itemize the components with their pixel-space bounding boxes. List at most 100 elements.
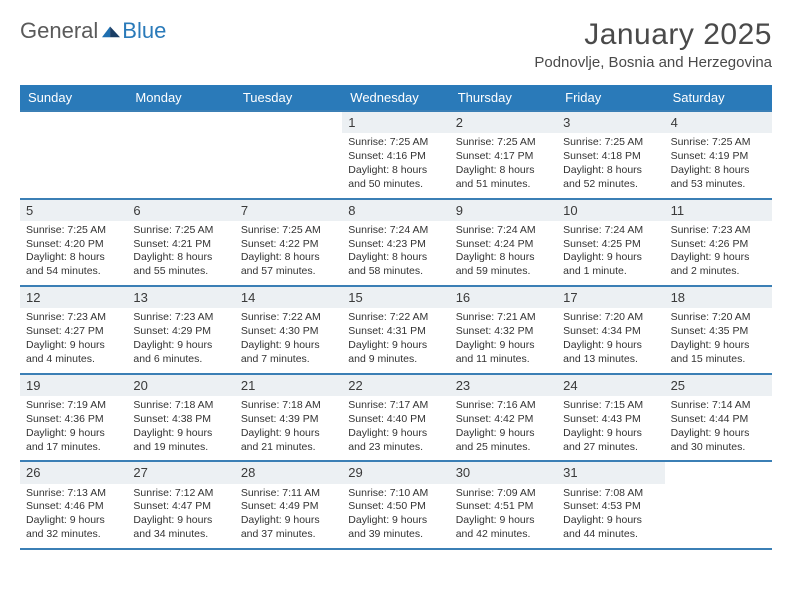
dayname-cell: Sunday (20, 85, 127, 110)
calendar-day: 13Sunrise: 7:23 AMSunset: 4:29 PMDayligh… (127, 287, 234, 373)
sunrise-line: Sunrise: 7:21 AM (456, 311, 551, 325)
sunset-line: Sunset: 4:27 PM (26, 325, 121, 339)
sunset-line: Sunset: 4:24 PM (456, 238, 551, 252)
day-number: 13 (127, 287, 234, 308)
calendar-day: 17Sunrise: 7:20 AMSunset: 4:34 PMDayligh… (557, 287, 664, 373)
daylight-line: Daylight: 9 hours and 42 minutes. (456, 514, 551, 542)
calendar-day: 1Sunrise: 7:25 AMSunset: 4:16 PMDaylight… (342, 112, 449, 198)
day-number: 6 (127, 200, 234, 221)
calendar-day: 23Sunrise: 7:16 AMSunset: 4:42 PMDayligh… (450, 375, 557, 461)
daylight-line: Daylight: 9 hours and 21 minutes. (241, 427, 336, 455)
logo-text-blue: Blue (122, 18, 166, 44)
day-number: 20 (127, 375, 234, 396)
sunset-line: Sunset: 4:53 PM (563, 500, 658, 514)
sunrise-line: Sunrise: 7:25 AM (241, 224, 336, 238)
sunrise-line: Sunrise: 7:11 AM (241, 487, 336, 501)
daylight-line: Daylight: 9 hours and 25 minutes. (456, 427, 551, 455)
sunrise-line: Sunrise: 7:08 AM (563, 487, 658, 501)
calendar-day: 6Sunrise: 7:25 AMSunset: 4:21 PMDaylight… (127, 200, 234, 286)
daylight-line: Daylight: 8 hours and 59 minutes. (456, 251, 551, 279)
day-number: 5 (20, 200, 127, 221)
sunrise-line: Sunrise: 7:25 AM (26, 224, 121, 238)
calendar-day: 8Sunrise: 7:24 AMSunset: 4:23 PMDaylight… (342, 200, 449, 286)
sunrise-line: Sunrise: 7:22 AM (241, 311, 336, 325)
calendar-day: 4Sunrise: 7:25 AMSunset: 4:19 PMDaylight… (665, 112, 772, 198)
daylight-line: Daylight: 9 hours and 9 minutes. (348, 339, 443, 367)
calendar-day: 7 Sunrise: 7:25 AMSunset: 4:22 PMDaylight… (235, 200, 342, 286)
day-number: 9 (450, 200, 557, 221)
daylight-line: Daylight: 8 hours and 52 minutes. (563, 164, 658, 192)
calendar-day-empty (20, 112, 127, 198)
sunset-line: Sunset: 4:30 PM (241, 325, 336, 339)
logo-text-general: General (20, 18, 98, 44)
sunrise-line: Sunrise: 7:25 AM (456, 136, 551, 150)
daylight-line: Daylight: 9 hours and 30 minutes. (671, 427, 766, 455)
calendar-day: 14Sunrise: 7:22 AMSunset: 4:30 PMDayligh… (235, 287, 342, 373)
sunrise-line: Sunrise: 7:18 AM (241, 399, 336, 413)
day-number: 22 (342, 375, 449, 396)
daylight-line: Daylight: 9 hours and 37 minutes. (241, 514, 336, 542)
title-block: January 2025 Podnovlje, Bosnia and Herze… (534, 18, 772, 71)
sunrise-line: Sunrise: 7:12 AM (133, 487, 228, 501)
day-number: 16 (450, 287, 557, 308)
daylight-line: Daylight: 9 hours and 17 minutes. (26, 427, 121, 455)
sunset-line: Sunset: 4:25 PM (563, 238, 658, 252)
dayname-cell: Thursday (450, 85, 557, 110)
sunrise-line: Sunrise: 7:24 AM (456, 224, 551, 238)
calendar-week: 12Sunrise: 7:23 AMSunset: 4:27 PMDayligh… (20, 285, 772, 373)
daylight-line: Daylight: 8 hours and 57 minutes. (241, 251, 336, 279)
day-number: 14 (235, 287, 342, 308)
day-number: 31 (557, 462, 664, 483)
calendar-day: 11Sunrise: 7:23 AMSunset: 4:26 PMDayligh… (665, 200, 772, 286)
day-number: 26 (20, 462, 127, 483)
day-number: 19 (20, 375, 127, 396)
daylight-line: Daylight: 9 hours and 34 minutes. (133, 514, 228, 542)
day-number: 12 (20, 287, 127, 308)
day-number: 3 (557, 112, 664, 133)
month-title: January 2025 (534, 18, 772, 52)
day-number: 15 (342, 287, 449, 308)
sunrise-line: Sunrise: 7:17 AM (348, 399, 443, 413)
calendar-day: 16Sunrise: 7:21 AMSunset: 4:32 PMDayligh… (450, 287, 557, 373)
logo-mark-icon (102, 24, 120, 38)
daylight-line: Daylight: 8 hours and 50 minutes. (348, 164, 443, 192)
sunset-line: Sunset: 4:43 PM (563, 413, 658, 427)
sunset-line: Sunset: 4:31 PM (348, 325, 443, 339)
calendar-day: 10Sunrise: 7:24 AMSunset: 4:25 PMDayligh… (557, 200, 664, 286)
sunrise-line: Sunrise: 7:14 AM (671, 399, 766, 413)
sunrise-line: Sunrise: 7:22 AM (348, 311, 443, 325)
sunrise-line: Sunrise: 7:19 AM (26, 399, 121, 413)
sunset-line: Sunset: 4:20 PM (26, 238, 121, 252)
calendar-day: 2Sunrise: 7:25 AMSunset: 4:17 PMDaylight… (450, 112, 557, 198)
sunset-line: Sunset: 4:39 PM (241, 413, 336, 427)
sunset-line: Sunset: 4:29 PM (133, 325, 228, 339)
sunrise-line: Sunrise: 7:15 AM (563, 399, 658, 413)
sunset-line: Sunset: 4:22 PM (241, 238, 336, 252)
daylight-line: Daylight: 9 hours and 19 minutes. (133, 427, 228, 455)
page-header: General Blue January 2025 Podnovlje, Bos… (20, 18, 772, 71)
daylight-line: Daylight: 9 hours and 2 minutes. (671, 251, 766, 279)
calendar: SundayMondayTuesdayWednesdayThursdayFrid… (20, 85, 772, 550)
day-number: 7 (235, 200, 342, 221)
calendar-day: 21Sunrise: 7:18 AMSunset: 4:39 PMDayligh… (235, 375, 342, 461)
calendar-day: 25Sunrise: 7:14 AMSunset: 4:44 PMDayligh… (665, 375, 772, 461)
daylight-line: Daylight: 9 hours and 32 minutes. (26, 514, 121, 542)
daylight-line: Daylight: 8 hours and 58 minutes. (348, 251, 443, 279)
day-number: 1 (342, 112, 449, 133)
calendar-week: 19Sunrise: 7:19 AMSunset: 4:36 PMDayligh… (20, 373, 772, 461)
sunset-line: Sunset: 4:23 PM (348, 238, 443, 252)
location-label: Podnovlje, Bosnia and Herzegovina (534, 54, 772, 71)
day-number: 2 (450, 112, 557, 133)
calendar-day-empty (665, 462, 772, 548)
daylight-line: Daylight: 9 hours and 27 minutes. (563, 427, 658, 455)
dayname-cell: Friday (557, 85, 664, 110)
sunrise-line: Sunrise: 7:20 AM (671, 311, 766, 325)
daylight-line: Daylight: 9 hours and 4 minutes. (26, 339, 121, 367)
calendar-day: 24Sunrise: 7:15 AMSunset: 4:43 PMDayligh… (557, 375, 664, 461)
daylight-line: Daylight: 9 hours and 44 minutes. (563, 514, 658, 542)
sunrise-line: Sunrise: 7:18 AM (133, 399, 228, 413)
day-number: 28 (235, 462, 342, 483)
sunrise-line: Sunrise: 7:24 AM (348, 224, 443, 238)
calendar-day-empty (127, 112, 234, 198)
sunset-line: Sunset: 4:49 PM (241, 500, 336, 514)
